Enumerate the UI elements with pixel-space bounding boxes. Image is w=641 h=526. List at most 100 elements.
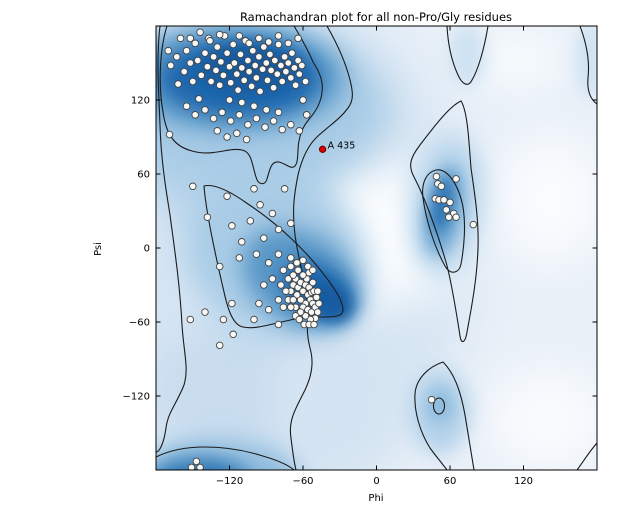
data-point bbox=[427, 395, 436, 404]
density-blob bbox=[449, 26, 485, 87]
data-point bbox=[293, 291, 301, 299]
data-point bbox=[238, 64, 246, 72]
data-point bbox=[217, 58, 225, 66]
data-point bbox=[255, 53, 263, 61]
data-point bbox=[229, 330, 237, 339]
data-point bbox=[298, 61, 306, 70]
data-point bbox=[309, 278, 317, 287]
data-point bbox=[280, 53, 289, 61]
data-point bbox=[287, 262, 295, 271]
data-point bbox=[180, 67, 188, 76]
data-point bbox=[164, 46, 173, 55]
data-point bbox=[201, 49, 209, 57]
data-point bbox=[213, 43, 222, 51]
data-point bbox=[284, 59, 293, 67]
data-point bbox=[469, 220, 478, 229]
density-blob bbox=[475, 30, 565, 90]
data-point bbox=[256, 201, 264, 209]
data-point bbox=[209, 53, 218, 61]
data-point bbox=[165, 130, 174, 139]
data-point bbox=[215, 341, 224, 350]
data-point bbox=[452, 213, 460, 221]
data-point bbox=[274, 250, 283, 258]
data-point bbox=[201, 106, 209, 114]
data-point bbox=[187, 463, 196, 470]
y-tick-label: 60 bbox=[137, 170, 150, 181]
data-point bbox=[176, 34, 185, 43]
y-tick-label: −60 bbox=[129, 318, 150, 329]
data-point bbox=[287, 74, 295, 82]
data-point bbox=[278, 77, 286, 86]
data-point bbox=[293, 259, 301, 267]
data-point bbox=[252, 250, 261, 258]
data-point bbox=[235, 32, 244, 40]
data-point bbox=[250, 315, 258, 324]
y-tick-label: 0 bbox=[144, 244, 150, 255]
density-blob bbox=[576, 26, 597, 98]
data-point bbox=[274, 32, 283, 40]
data-point bbox=[245, 67, 253, 76]
contour-beta-favored bbox=[159, 26, 323, 185]
data-point bbox=[309, 266, 317, 274]
data-point bbox=[452, 175, 460, 183]
data-point bbox=[238, 238, 246, 246]
contour-bottom-right-blob bbox=[414, 361, 475, 470]
data-point bbox=[299, 96, 307, 104]
data-point bbox=[304, 262, 312, 271]
data-point bbox=[263, 76, 272, 85]
data-point bbox=[295, 70, 304, 78]
data-point bbox=[301, 312, 310, 320]
chart-title: Ramachandran plot for all non-Pro/Gly re… bbox=[240, 10, 512, 24]
outlier-marker: A 435 bbox=[318, 140, 355, 153]
data-point bbox=[313, 308, 322, 316]
data-point bbox=[271, 56, 279, 65]
data-point bbox=[284, 275, 293, 283]
data-point bbox=[182, 46, 191, 55]
data-point bbox=[226, 78, 235, 87]
density-blob bbox=[427, 388, 453, 424]
data-point bbox=[245, 39, 253, 48]
data-point bbox=[197, 71, 206, 80]
data-point bbox=[213, 127, 222, 135]
contour-bottom-right-inner bbox=[432, 397, 446, 415]
data-point bbox=[299, 256, 307, 265]
data-point bbox=[288, 49, 296, 57]
data-point bbox=[277, 281, 285, 289]
data-point bbox=[192, 457, 201, 466]
data-point bbox=[267, 66, 275, 75]
contour-top-right-lobe bbox=[446, 26, 489, 85]
data-point bbox=[261, 123, 269, 131]
data-point bbox=[274, 40, 283, 49]
data-point bbox=[310, 320, 318, 329]
data-point bbox=[186, 34, 195, 43]
data-point bbox=[252, 74, 261, 82]
data-point bbox=[277, 61, 285, 70]
data-point bbox=[242, 135, 251, 144]
data-point bbox=[289, 271, 297, 279]
data-point bbox=[230, 59, 239, 67]
data-point bbox=[268, 209, 277, 218]
data-point bbox=[234, 86, 242, 94]
data-point bbox=[182, 102, 191, 110]
data-point bbox=[291, 81, 300, 89]
data-point bbox=[203, 62, 212, 71]
density-blob bbox=[495, 135, 597, 265]
data-point bbox=[287, 303, 295, 311]
data-point bbox=[432, 172, 441, 181]
data-point bbox=[186, 59, 195, 67]
data-point bbox=[255, 34, 263, 43]
density-blob bbox=[270, 320, 390, 470]
data-point bbox=[260, 234, 268, 242]
y-axis-label: Psi bbox=[93, 242, 104, 256]
data-point bbox=[189, 77, 197, 86]
data-point bbox=[294, 34, 302, 43]
data-point bbox=[203, 213, 212, 221]
data-point bbox=[174, 80, 182, 88]
data-point bbox=[173, 53, 181, 61]
data-point bbox=[219, 71, 228, 80]
data-point bbox=[269, 117, 278, 125]
contour-allowed-bottom-bump bbox=[156, 446, 295, 470]
data-point bbox=[226, 117, 235, 125]
data-point bbox=[235, 111, 244, 119]
contour-l-alpha-inner bbox=[422, 169, 466, 273]
